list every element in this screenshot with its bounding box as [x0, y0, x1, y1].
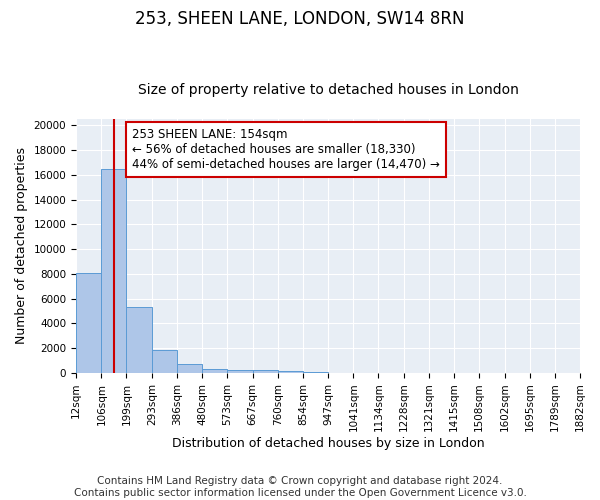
Y-axis label: Number of detached properties: Number of detached properties: [15, 148, 28, 344]
Text: 253 SHEEN LANE: 154sqm
← 56% of detached houses are smaller (18,330)
44% of semi: 253 SHEEN LANE: 154sqm ← 56% of detached…: [132, 128, 440, 170]
Text: 253, SHEEN LANE, LONDON, SW14 8RN: 253, SHEEN LANE, LONDON, SW14 8RN: [135, 10, 465, 28]
Bar: [127, 308, 152, 373]
Bar: [101, 168, 127, 373]
Text: Contains HM Land Registry data © Crown copyright and database right 2024.
Contai: Contains HM Land Registry data © Crown c…: [74, 476, 526, 498]
Bar: [177, 364, 202, 373]
Bar: [227, 370, 253, 373]
Bar: [202, 370, 227, 373]
Bar: [278, 371, 303, 373]
X-axis label: Distribution of detached houses by size in London: Distribution of detached houses by size …: [172, 437, 484, 450]
Bar: [303, 372, 328, 373]
Bar: [253, 370, 278, 373]
Bar: [152, 350, 177, 373]
Title: Size of property relative to detached houses in London: Size of property relative to detached ho…: [137, 83, 518, 97]
Bar: [76, 272, 101, 373]
